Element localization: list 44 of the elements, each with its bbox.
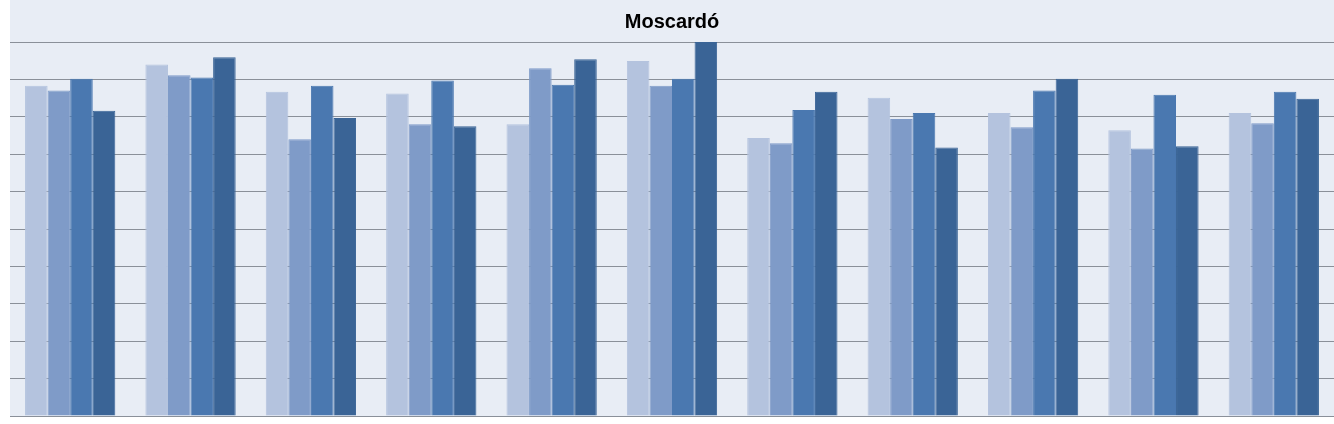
bar	[167, 75, 191, 416]
chart-title: Moscardó	[624, 9, 720, 32]
bar	[1228, 113, 1252, 416]
bar	[574, 59, 597, 416]
bar	[694, 42, 718, 416]
bar	[70, 78, 93, 416]
bar	[190, 77, 214, 416]
bar	[551, 84, 575, 416]
bar	[386, 93, 409, 416]
bar	[626, 61, 650, 416]
bar	[1108, 130, 1131, 416]
bar	[867, 97, 891, 416]
bar	[213, 57, 236, 416]
bar	[92, 110, 116, 416]
bar	[987, 113, 1011, 416]
bar	[145, 64, 168, 416]
bar	[672, 78, 695, 416]
bar	[1130, 148, 1154, 416]
bar	[310, 85, 334, 416]
bar	[333, 117, 357, 416]
bar	[649, 85, 672, 416]
bar	[769, 143, 793, 416]
bar	[890, 119, 913, 416]
bar	[529, 68, 552, 416]
bar	[1055, 78, 1079, 416]
bar	[288, 139, 311, 416]
bar	[1296, 98, 1319, 416]
bar	[935, 147, 958, 416]
bar	[912, 113, 936, 416]
bar	[1251, 123, 1274, 416]
bar	[747, 138, 770, 416]
bar	[431, 80, 454, 416]
bar	[1033, 90, 1056, 416]
bar	[506, 124, 530, 416]
bar	[408, 124, 432, 416]
bar	[814, 91, 838, 416]
bar	[792, 110, 815, 416]
bar	[47, 90, 71, 416]
bar	[1153, 94, 1177, 416]
bar	[1273, 91, 1297, 416]
bar	[25, 85, 48, 416]
bar	[265, 91, 289, 416]
bar	[453, 126, 477, 416]
bar	[1176, 146, 1199, 416]
